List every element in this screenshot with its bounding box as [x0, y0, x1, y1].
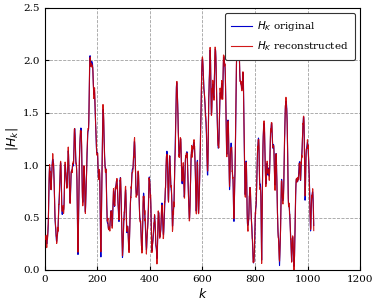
$H_K$ original: [147, 177, 152, 181]
$H_K$ reconstructed: [42, 236, 47, 240]
$H_K$ original: [173, 153, 177, 156]
$H_K$ reconstructed: [235, 21, 240, 25]
$H_K$ original: [292, 264, 296, 268]
$H_K$ reconstructed: [311, 229, 316, 232]
Line: $H_K$ original: $H_K$ original: [45, 24, 314, 266]
Y-axis label: $|H_k|$: $|H_k|$: [5, 127, 20, 151]
$H_K$ reconstructed: [147, 180, 152, 183]
$H_K$ reconstructed: [129, 177, 134, 181]
$H_K$ original: [42, 231, 47, 235]
$H_K$ reconstructed: [257, 188, 262, 191]
X-axis label: $k$: $k$: [198, 287, 207, 300]
Line: $H_K$ reconstructed: $H_K$ reconstructed: [45, 23, 314, 270]
$H_K$ reconstructed: [48, 171, 52, 174]
$H_K$ original: [236, 22, 240, 26]
$H_K$ reconstructed: [272, 154, 276, 158]
$H_K$ original: [257, 183, 262, 186]
$H_K$ original: [311, 224, 316, 227]
$H_K$ original: [48, 166, 52, 170]
$H_K$ reconstructed: [173, 153, 177, 156]
$H_K$ reconstructed: [292, 268, 296, 272]
$H_K$ original: [272, 149, 276, 153]
$H_K$ original: [129, 178, 134, 182]
Legend: $H_K$ original, $H_K$ reconstructed: $H_K$ original, $H_K$ reconstructed: [225, 13, 355, 60]
